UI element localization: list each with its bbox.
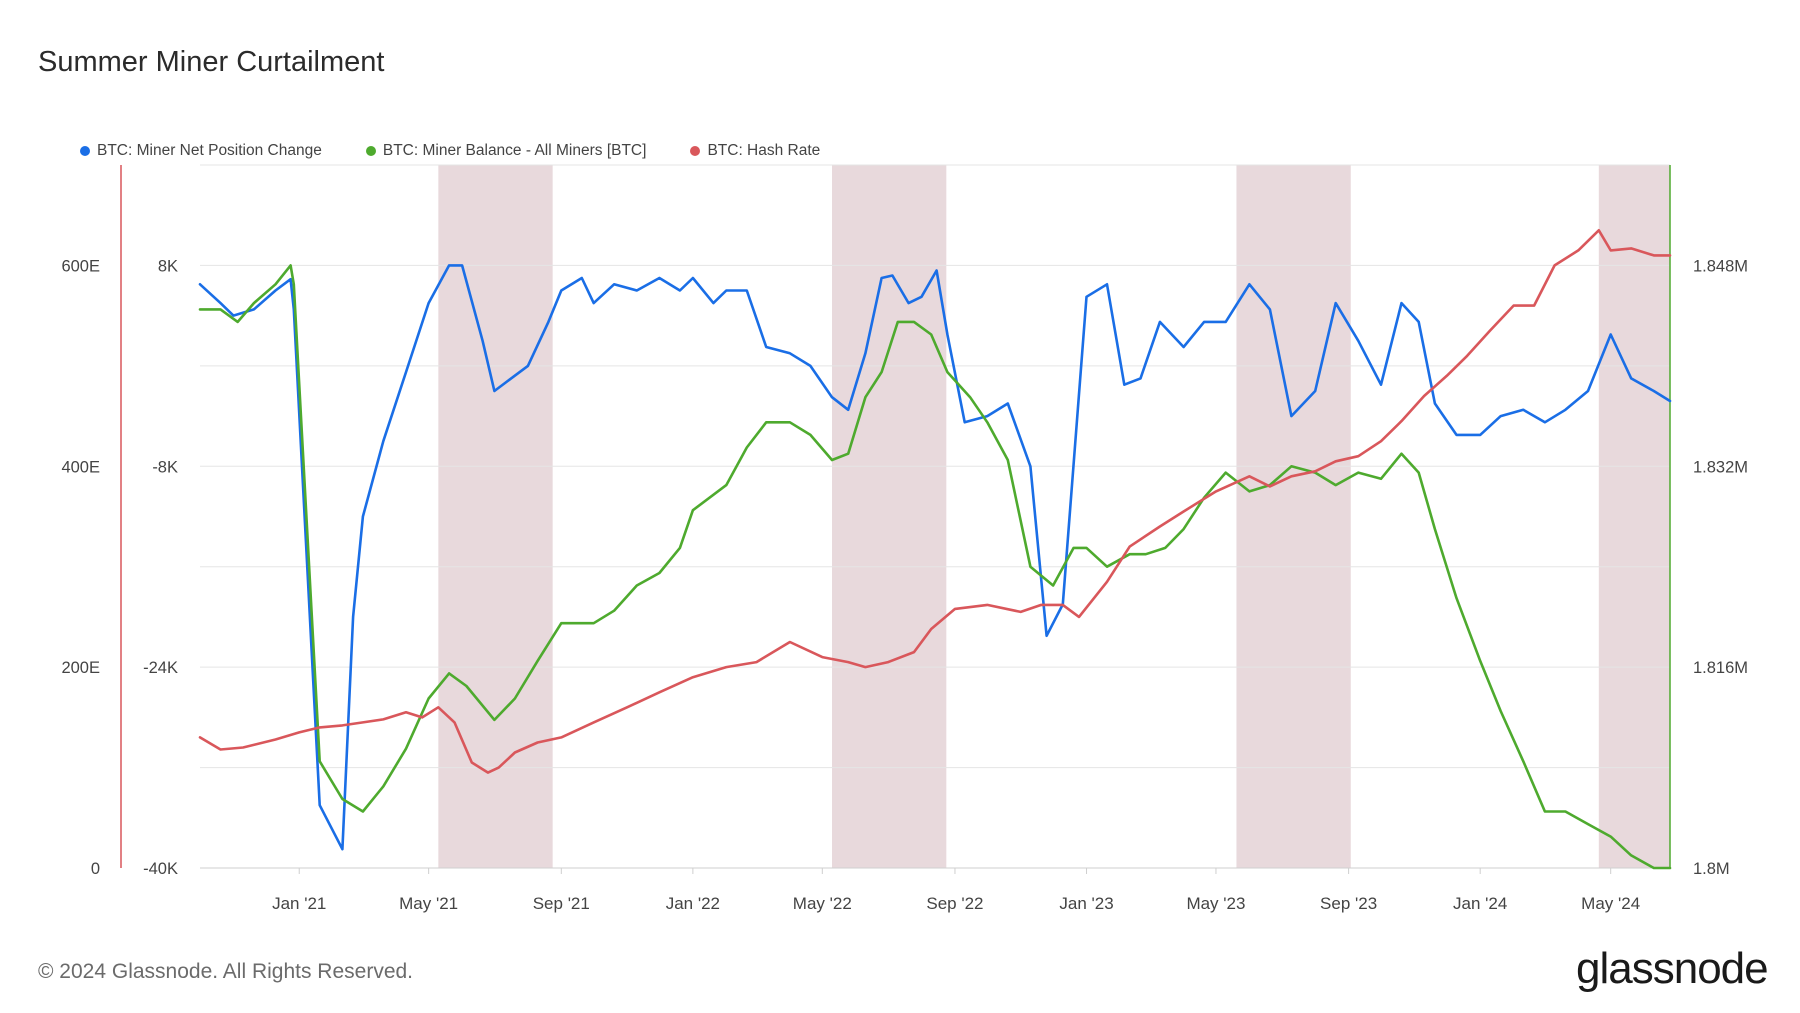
legend-dot-hash-rate (690, 146, 701, 156)
miner-balance-tick-label-3: 1.848M (1693, 257, 1748, 275)
series-line-hash-rate (198, 229, 1672, 774)
hash-rate-tick-label-1: 200E (61, 659, 100, 677)
legend-dot-miner-balance (365, 146, 376, 156)
net-position-tick-label-0: -40K (143, 860, 178, 878)
x-tick-label-6: Jan '23 (1059, 894, 1113, 913)
chart-title: Summer Miner Curtailment (38, 46, 385, 78)
legend-item-miner-balance[interactable]: BTC: Miner Balance - All Miners [BTC] (365, 142, 647, 160)
chart-legend: BTC: Miner Net Position Change BTC: Mine… (80, 142, 820, 160)
legend-label-net-position: BTC: Miner Net Position Change (97, 142, 322, 159)
legend-dot-net-position (80, 146, 90, 156)
x-tick-label-5: Sep '22 (926, 894, 983, 913)
series-line-miner-balance (198, 264, 1672, 870)
shaded-periods (438, 165, 1670, 868)
x-tick-label-7: May '23 (1186, 894, 1245, 913)
miner-balance-tick-label-0: 1.8M (1693, 860, 1730, 878)
net-position-tick-label-3: 8K (158, 257, 178, 275)
legend-item-net-position[interactable]: BTC: Miner Net Position Change (80, 142, 322, 160)
brand-logo[interactable]: glassnode (1576, 944, 1769, 993)
x-tick-label-0: Jan '21 (272, 894, 326, 913)
shaded-period-3 (1598, 165, 1670, 868)
hash-rate-tick-label-0: 0 (91, 860, 100, 878)
series-lines (198, 229, 1672, 870)
shaded-period-0 (438, 165, 553, 868)
x-tick-label-9: Jan '24 (1453, 894, 1507, 913)
axes (120, 165, 1671, 869)
x-tick-label-1: May '21 (399, 894, 458, 913)
legend-item-hash-rate[interactable]: BTC: Hash Rate (690, 142, 820, 160)
x-tick-label-2: Sep '21 (533, 894, 590, 913)
net-position-tick-label-1: -24K (143, 659, 178, 677)
miner-balance-tick-label-1: 1.816M (1693, 659, 1748, 677)
shaded-period-2 (1236, 165, 1351, 868)
legend-label-hash-rate: BTC: Hash Rate (707, 142, 821, 159)
tick-labels: 0 200E 400E 600E -40K -24K -8K 8K 1.8M 1.816M 1.83… (61, 257, 1748, 913)
series-line-net-position (198, 264, 1672, 851)
hash-rate-tick-label-2: 400E (61, 458, 100, 476)
shaded-period-1 (832, 165, 947, 868)
x-tick-label-10: May '24 (1581, 894, 1640, 913)
hash-rate-tick-label-3: 600E (61, 257, 100, 275)
x-tick-label-4: May '22 (793, 894, 852, 913)
miner-balance-tick-label-2: 1.832M (1693, 458, 1748, 476)
x-tick-label-3: Jan '22 (666, 894, 720, 913)
net-position-tick-label-2: -8K (152, 458, 178, 476)
x-tick-label-8: Sep '23 (1320, 894, 1377, 913)
copyright-footer: © 2024 Glassnode. All Rights Reserved. (38, 960, 414, 983)
legend-label-miner-balance: BTC: Miner Balance - All Miners [BTC] (382, 142, 647, 159)
